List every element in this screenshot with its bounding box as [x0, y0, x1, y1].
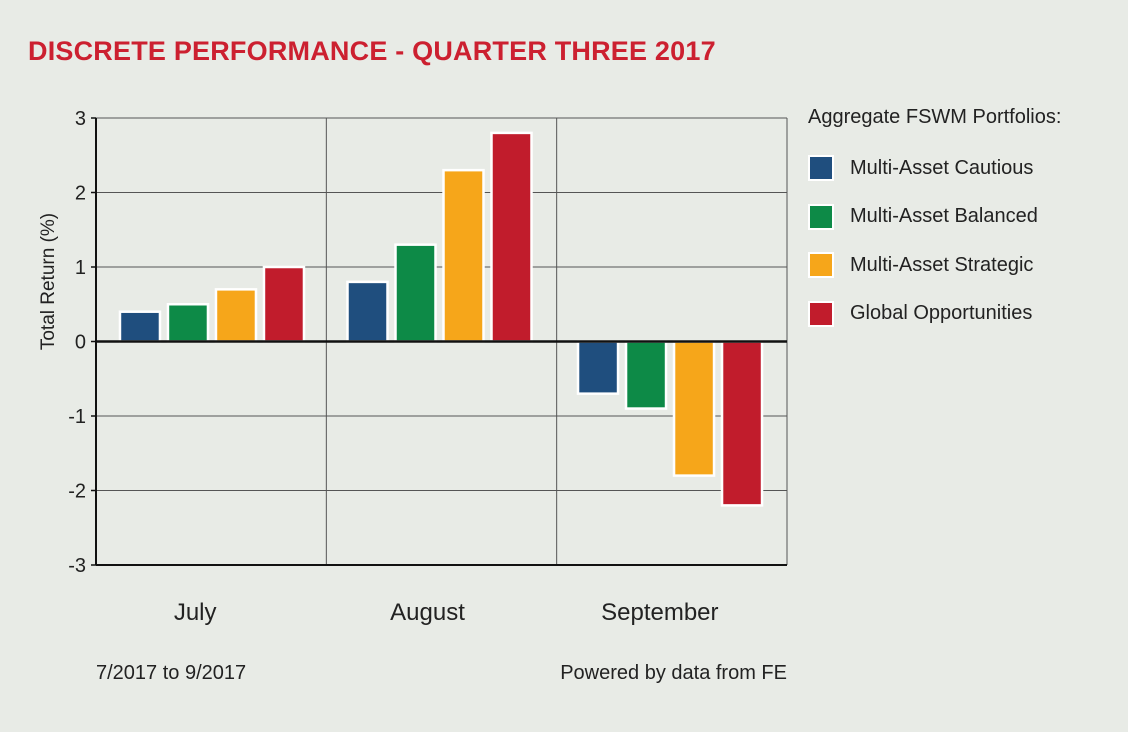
x-tick-label: September — [601, 599, 718, 626]
bar — [214, 288, 258, 343]
bar — [624, 340, 668, 410]
legend-swatch — [808, 203, 834, 230]
bar — [166, 303, 210, 343]
bar — [394, 243, 437, 343]
y-tick-label: 0 — [75, 332, 86, 354]
y-tick-label: -2 — [68, 481, 86, 503]
legend-swatch — [808, 300, 834, 327]
data-source-label: Powered by data from FE — [560, 662, 787, 684]
bar — [720, 340, 764, 507]
x-tick-label: July — [174, 599, 217, 626]
legend-item-global-opportunities: Global Opportunities — [808, 298, 1061, 330]
y-tick-label: -1 — [68, 406, 86, 428]
x-tick-label: August — [390, 599, 465, 626]
y-tick-label: 1 — [75, 257, 86, 279]
y-tick-label: 3 — [75, 108, 86, 130]
legend-item-multi-asset-balanced: Multi-Asset Balanced — [808, 201, 1061, 233]
legend-label: Multi-Asset Strategic — [850, 253, 1034, 276]
legend-swatch — [808, 252, 834, 278]
bar — [672, 340, 716, 477]
legend-label: Multi-Asset Balanced — [850, 205, 1038, 227]
chart-title: DISCRETE PERFORMANCE - QUARTER THREE 201… — [28, 36, 716, 66]
legend-item-multi-asset-cautious: Multi-Asset Cautious — [808, 152, 1061, 184]
y-axis-title: Total Return (%) — [38, 213, 59, 350]
date-range-label: 7/2017 to 9/2017 — [96, 662, 247, 684]
bar — [490, 131, 533, 343]
bar — [442, 168, 485, 343]
legend-swatch — [808, 155, 834, 181]
bar — [118, 310, 162, 343]
bar — [346, 280, 389, 343]
legend: Aggregate FSWM Portfolios: Multi-Asset C… — [808, 106, 1061, 346]
legend-title: Aggregate FSWM Portfolios: — [808, 106, 1062, 128]
bar — [262, 265, 306, 343]
legend-label: Global Opportunities — [850, 302, 1033, 324]
legend-item-multi-asset-strategic: Multi-Asset Strategic — [808, 249, 1061, 281]
y-tick-label: -3 — [68, 555, 86, 577]
legend-label: Multi-Asset Cautious — [850, 156, 1034, 179]
y-tick-label: 2 — [75, 183, 86, 205]
bar — [576, 340, 620, 395]
